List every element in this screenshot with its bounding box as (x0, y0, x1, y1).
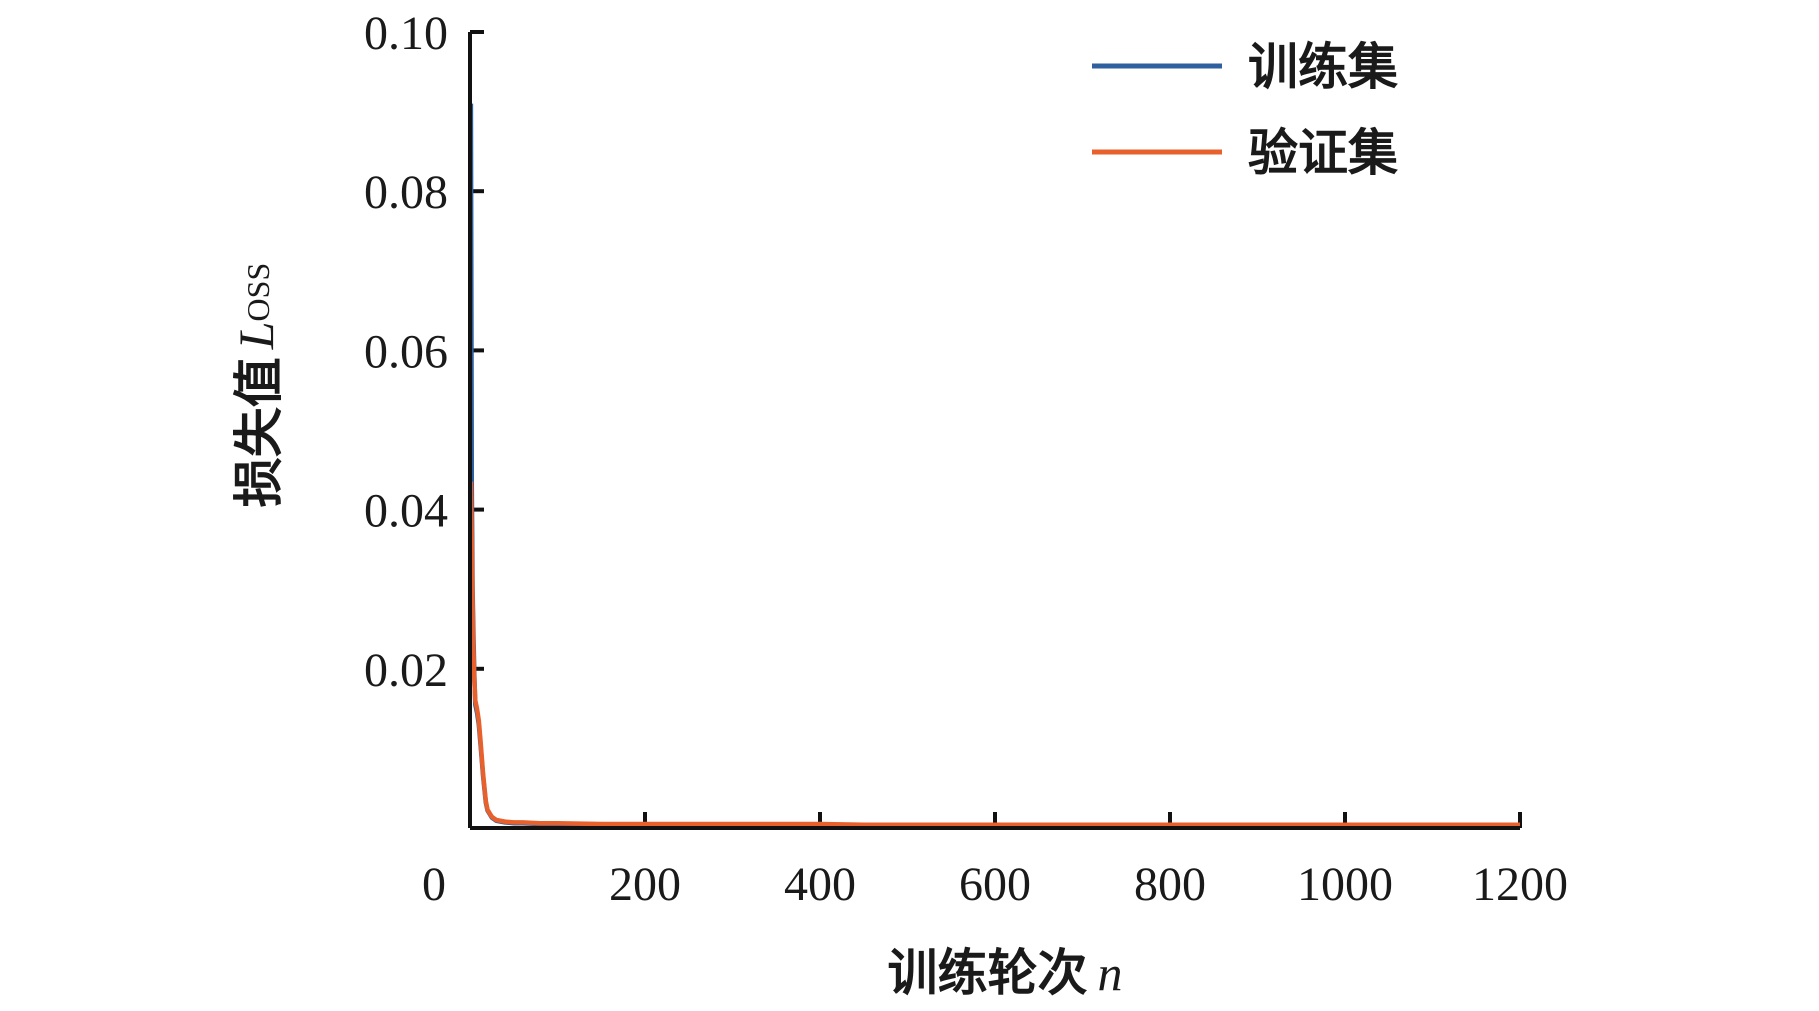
y-axis-title-sub: OSS (240, 263, 276, 322)
y-axis-title: 损失值 LOSS (228, 263, 287, 508)
x-tick-label: 600 (959, 858, 1031, 911)
x-tick-label: 0 (422, 858, 446, 911)
x-axis-ticks: 0 200 400 600 800 1000 1200 (422, 812, 1568, 911)
x-tick-label: 1200 (1472, 858, 1568, 911)
x-tick-label: 400 (784, 858, 856, 911)
y-axis-ticks: 0.02 0.04 0.06 0.08 0.10 (364, 7, 484, 697)
y-tick-label: 0.10 (364, 7, 448, 60)
y-tick-label: 0.04 (364, 485, 448, 538)
y-axis-title-var: L (228, 321, 284, 350)
series-line-train (468, 103, 1520, 828)
x-tick-label: 200 (609, 858, 681, 911)
x-tick-label: 1000 (1297, 858, 1393, 911)
x-axis-title: 训练轮次 n (888, 944, 1123, 1002)
y-axis-title-text: 损失值 (230, 357, 288, 507)
y-tick-label: 0.08 (364, 166, 448, 219)
series-line-validation (468, 481, 1520, 828)
x-axis-title-text: 训练轮次 (888, 944, 1088, 1002)
x-tick-label: 800 (1134, 858, 1206, 911)
legend-label: 验证集 (1248, 124, 1398, 182)
legend-label: 训练集 (1248, 38, 1398, 96)
x-axis-title-var: n (1098, 945, 1123, 1001)
svg-text:损失值LOSS: 损失值 LOSS (228, 263, 287, 508)
series-layer (468, 103, 1520, 828)
y-tick-label: 0.02 (364, 644, 448, 697)
y-tick-label: 0.06 (364, 325, 448, 378)
